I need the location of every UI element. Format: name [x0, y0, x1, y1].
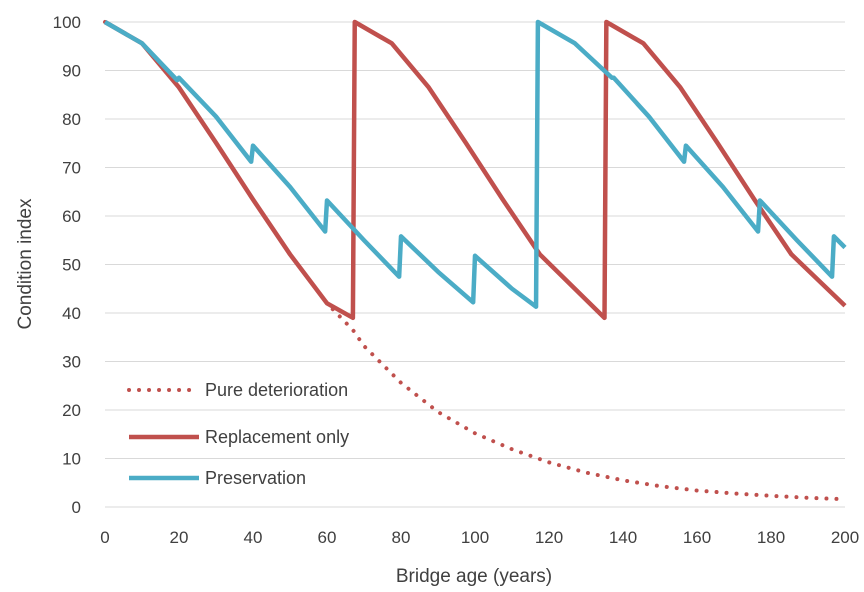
y-tick-label: 0 — [72, 498, 81, 517]
x-tick-label: 100 — [461, 528, 489, 547]
legend-label: Pure deterioration — [205, 380, 348, 400]
legend-label: Replacement only — [205, 427, 349, 447]
x-tick-label: 60 — [318, 528, 337, 547]
axes: 0 10 20 30 40 50 60 70 80 90 100 0 20 40 60 80 100 120 140… — [53, 13, 860, 547]
x-axis-title: Bridge age (years) — [396, 566, 552, 587]
y-tick-label: 10 — [62, 450, 81, 469]
y-tick-label: 70 — [62, 159, 81, 178]
series-lines — [103, 19, 847, 502]
y-tick-label: 30 — [62, 353, 81, 372]
y-tick-label: 80 — [62, 110, 81, 129]
y-tick-label: 90 — [62, 62, 81, 81]
x-tick-label: 0 — [100, 528, 109, 547]
series-line-preservation — [103, 19, 847, 309]
y-tick-label: 40 — [62, 304, 81, 323]
legend: Pure deterioration Replacement only Preser… — [127, 380, 349, 488]
y-tick-label: 60 — [62, 207, 81, 226]
x-tick-label: 200 — [831, 528, 859, 547]
series-line-replacement-only — [103, 19, 847, 321]
x-tick-label: 160 — [683, 528, 711, 547]
x-tick-label: 140 — [609, 528, 637, 547]
y-axis-title: Condition index — [15, 198, 36, 329]
x-tick-label: 180 — [757, 528, 785, 547]
x-tick-label: 120 — [535, 528, 563, 547]
legend-label: Preservation — [205, 468, 306, 488]
y-tick-label: 20 — [62, 401, 81, 420]
x-tick-label: 20 — [170, 528, 189, 547]
x-tick-label: 80 — [392, 528, 411, 547]
y-tick-label: 100 — [53, 13, 81, 32]
y-tick-label: 50 — [62, 256, 81, 275]
x-tick-label: 40 — [244, 528, 263, 547]
